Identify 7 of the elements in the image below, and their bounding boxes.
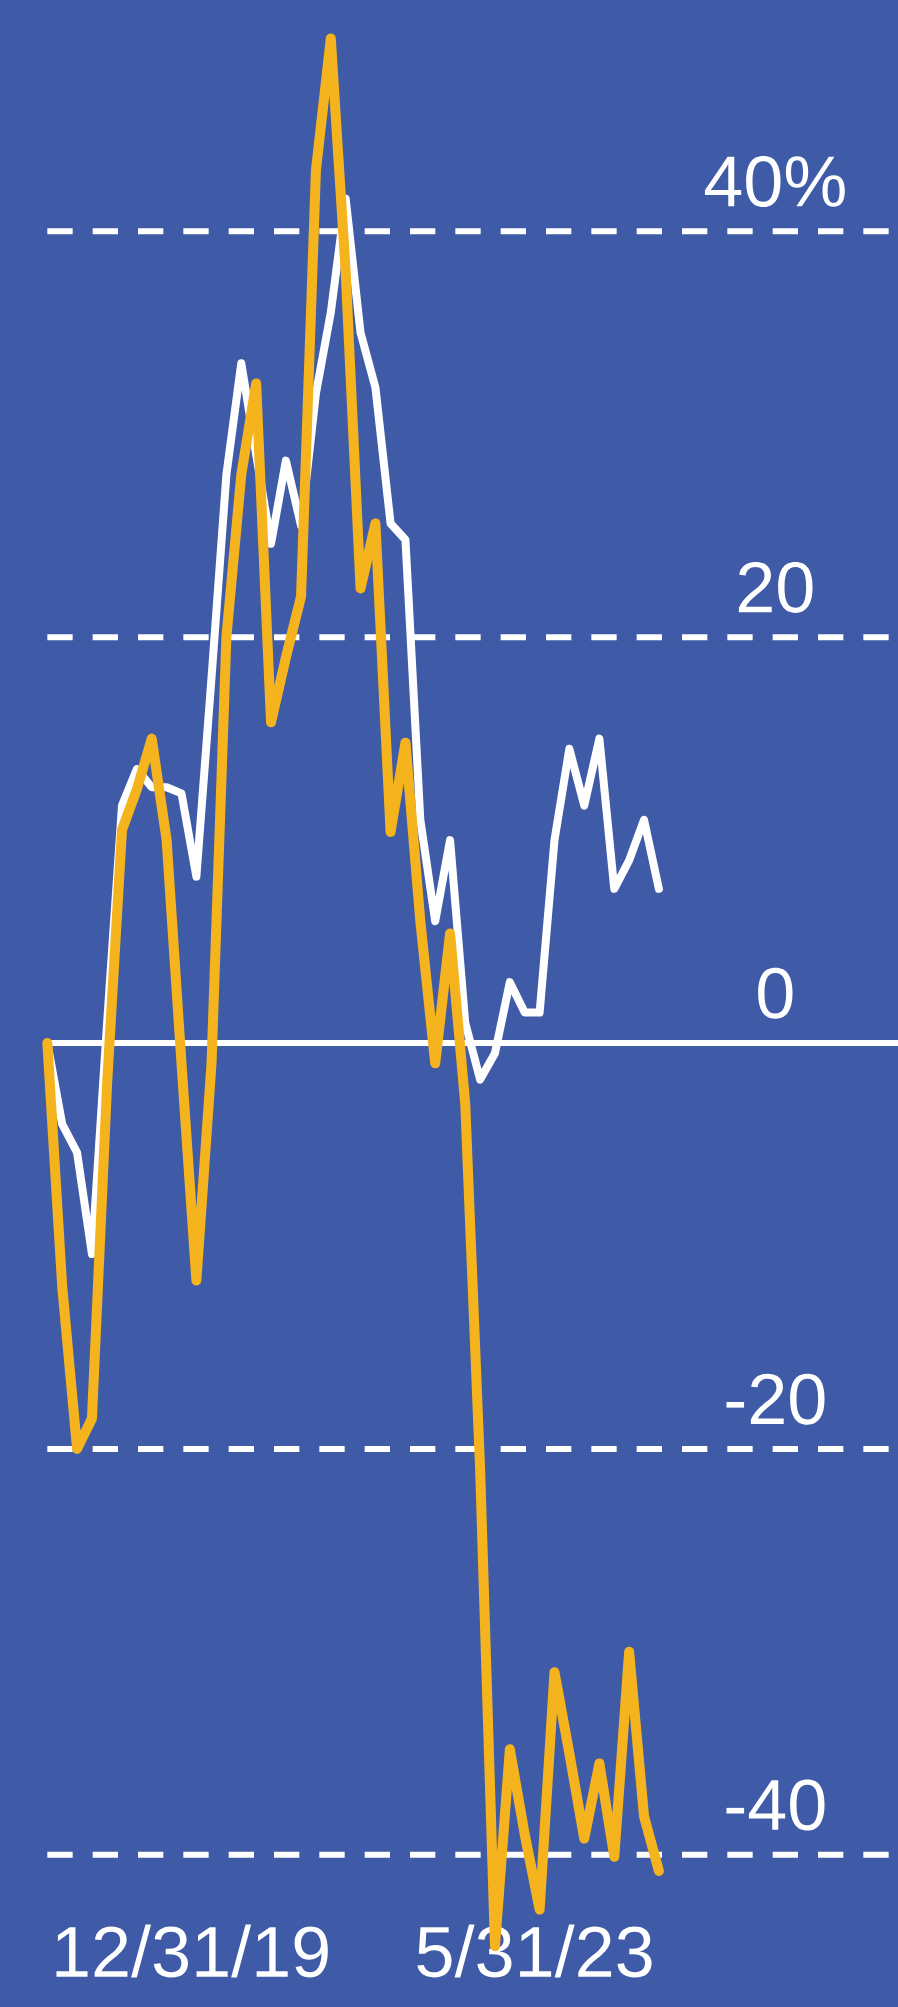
y-tick-label: 20	[738, 561, 813, 613]
y-tick-label: -20	[726, 1373, 825, 1425]
y-tick-label: 0	[758, 967, 793, 1019]
y-tick-label: 40%	[704, 156, 845, 207]
x-tick-label: 12/31/19	[56, 1924, 328, 1978]
y-tick-label: -40	[726, 1779, 825, 1831]
x-tick-label: 5/31/23	[417, 1924, 652, 1978]
